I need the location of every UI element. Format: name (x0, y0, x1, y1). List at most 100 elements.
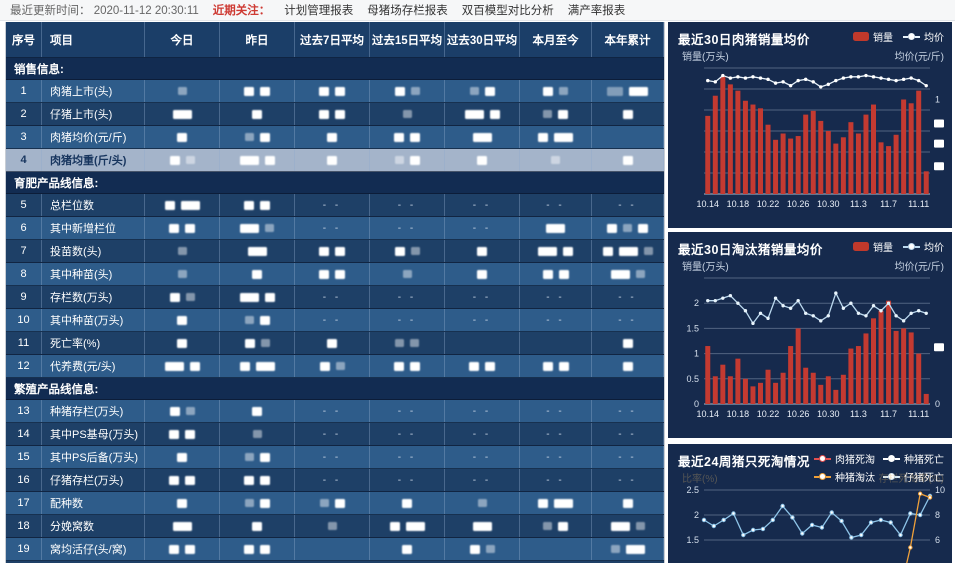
header-cell: 过去7日平均 (295, 22, 370, 57)
redacted-value-block (177, 452, 187, 462)
redacted-value-block (625, 544, 645, 554)
redacted-value-block (172, 109, 192, 119)
value-cell (445, 103, 520, 125)
legend-item[interactable]: 均价 (903, 239, 944, 254)
redacted-value-block (177, 498, 187, 508)
table-row[interactable]: 12 代养费(元/头) (6, 355, 664, 378)
svg-text:11.7: 11.7 (880, 409, 897, 419)
redacted-value-block (477, 155, 487, 165)
value-cell (592, 332, 664, 354)
redacted-value-block (477, 246, 487, 256)
value-cell (445, 80, 520, 102)
table-row[interactable]: 5 总栏位数 - - - - - - - - - - (6, 194, 664, 217)
chart-legend: 销量 均价 (853, 29, 944, 44)
redacted-value-block (394, 246, 405, 256)
value-cell (295, 492, 370, 514)
table-row[interactable]: 14 其中PS基母(万头) - - - - - - - - - - (6, 423, 664, 446)
row-index: 6 (6, 217, 42, 239)
value-cell (295, 149, 370, 171)
redacted-value-block (264, 155, 275, 165)
table-row[interactable]: 8 其中种苗(头) (6, 263, 664, 286)
redacted-value-block (185, 475, 195, 485)
legend-item[interactable]: 种猪死亡 (883, 451, 944, 466)
redacted-value-block (622, 338, 633, 348)
dash-placeholder: - - (472, 451, 492, 463)
value-cell (370, 263, 445, 285)
dash-placeholder: - - (472, 474, 492, 486)
table-row[interactable]: 11 死亡率(%) (6, 332, 664, 355)
redacted-value-block (260, 86, 270, 96)
legend-item[interactable]: 销量 (853, 29, 893, 44)
table-row[interactable]: 10 其中种苗(万头) - - - - - - - - - - (6, 309, 664, 332)
dash-placeholder: - - (546, 451, 565, 463)
redacted-value-block (164, 200, 175, 210)
value-cell: - - (370, 400, 445, 422)
legend-item[interactable]: 销量 (853, 239, 893, 254)
row-label: 其中新增栏位 (42, 217, 145, 239)
redacted-value-block (618, 246, 638, 256)
row-index: 7 (6, 240, 42, 262)
table-row[interactable]: 2 仔猪上市(头) (6, 103, 664, 126)
svg-text:11.3: 11.3 (850, 409, 867, 419)
redacted-value-block (558, 109, 568, 119)
value-cell: - - (520, 446, 592, 468)
redacted-value-block (240, 223, 259, 233)
dash-placeholder: - - (472, 222, 492, 234)
table-row[interactable]: 7 投苗数(头) (6, 240, 664, 263)
redacted-value-block (244, 86, 254, 96)
value-cell (370, 80, 445, 102)
value-cell (295, 240, 370, 262)
redacted-value-block (169, 544, 179, 554)
redacted-value-block (169, 475, 179, 485)
table-row[interactable]: 16 仔猪存栏(万头) - - - - - - - - - - (6, 469, 664, 492)
redacted-value-block (538, 132, 548, 142)
redacted-value-block (469, 361, 479, 371)
redacted-value-block (410, 132, 420, 142)
table-row[interactable]: 17 配种数 (6, 492, 664, 515)
redacted-value-block (543, 522, 552, 530)
row-label: 其中PS基母(万头) (42, 423, 145, 445)
row-index: 12 (6, 355, 42, 377)
row-index: 15 (6, 446, 42, 468)
report-link-sow-inventory[interactable]: 母猪场存栏报表 (367, 5, 448, 17)
legend-item[interactable]: 均价 (903, 29, 944, 44)
redacted-value-block (554, 498, 573, 508)
table-row[interactable]: 6 其中新增栏位 - - - - - - (6, 217, 664, 240)
legend-item[interactable]: 肉猪死淘 (814, 451, 875, 466)
value-cell (220, 309, 295, 331)
dash-placeholder: - - (618, 451, 637, 463)
table-row[interactable]: 9 存栏数(万头) - - - - - - - - - - (6, 286, 664, 309)
report-link-full-capacity[interactable]: 满产率报表 (567, 5, 626, 17)
svg-text:6: 6 (935, 535, 940, 545)
redacted-value-block (319, 361, 330, 371)
table-row[interactable]: 18 分娩窝数 (6, 515, 664, 538)
value-cell: - - (520, 194, 592, 216)
redacted-value-block (543, 86, 553, 96)
cull-pig-sales-price-chart-card: 最近30日淘汰猪销量均价 销量 均价 销量(万头) 均价(元/斤) 2 1.5 1 0.… (668, 232, 952, 438)
report-link-model-compare[interactable]: 双百模型对比分析 (461, 5, 554, 17)
value-cell (592, 80, 664, 102)
table-row[interactable]: 13 种猪存栏(万头) - - - - - - - - - - (6, 400, 664, 423)
value-cell (145, 194, 220, 216)
redacted-value-block (259, 452, 270, 462)
legend-item[interactable]: 种猪淘汰 (814, 469, 875, 484)
legend-item[interactable]: 仔猪死亡 (883, 469, 944, 484)
table-row[interactable]: 15 其中PS后备(万头) - - - - - - - - - - (6, 446, 664, 469)
table-row[interactable]: 1 肉猪上市(头) (6, 80, 664, 103)
redacted-value-block (327, 132, 337, 142)
redacted-value-block (335, 86, 345, 96)
table-row[interactable]: 19 窝均活仔(头/窝) (6, 538, 664, 561)
redacted-value-block (484, 86, 495, 96)
redacted-value-block (622, 155, 633, 165)
row-label: 仔猪存栏(万头) (42, 469, 145, 491)
redacted-value-block (185, 429, 195, 439)
value-cell (220, 492, 295, 514)
redacted-value-block (610, 545, 620, 553)
update-time-caption: 最近更新时间： (10, 5, 91, 17)
value-cell: - - (370, 194, 445, 216)
value-cell: - - (592, 286, 664, 308)
table-row[interactable]: 4 肉猪均重(斤/头) (6, 149, 664, 172)
table-row[interactable]: 3 肉猪均价(元/斤) (6, 126, 664, 149)
report-link-plan[interactable]: 计划管理报表 (284, 5, 354, 17)
redacted-value-block (177, 270, 187, 278)
